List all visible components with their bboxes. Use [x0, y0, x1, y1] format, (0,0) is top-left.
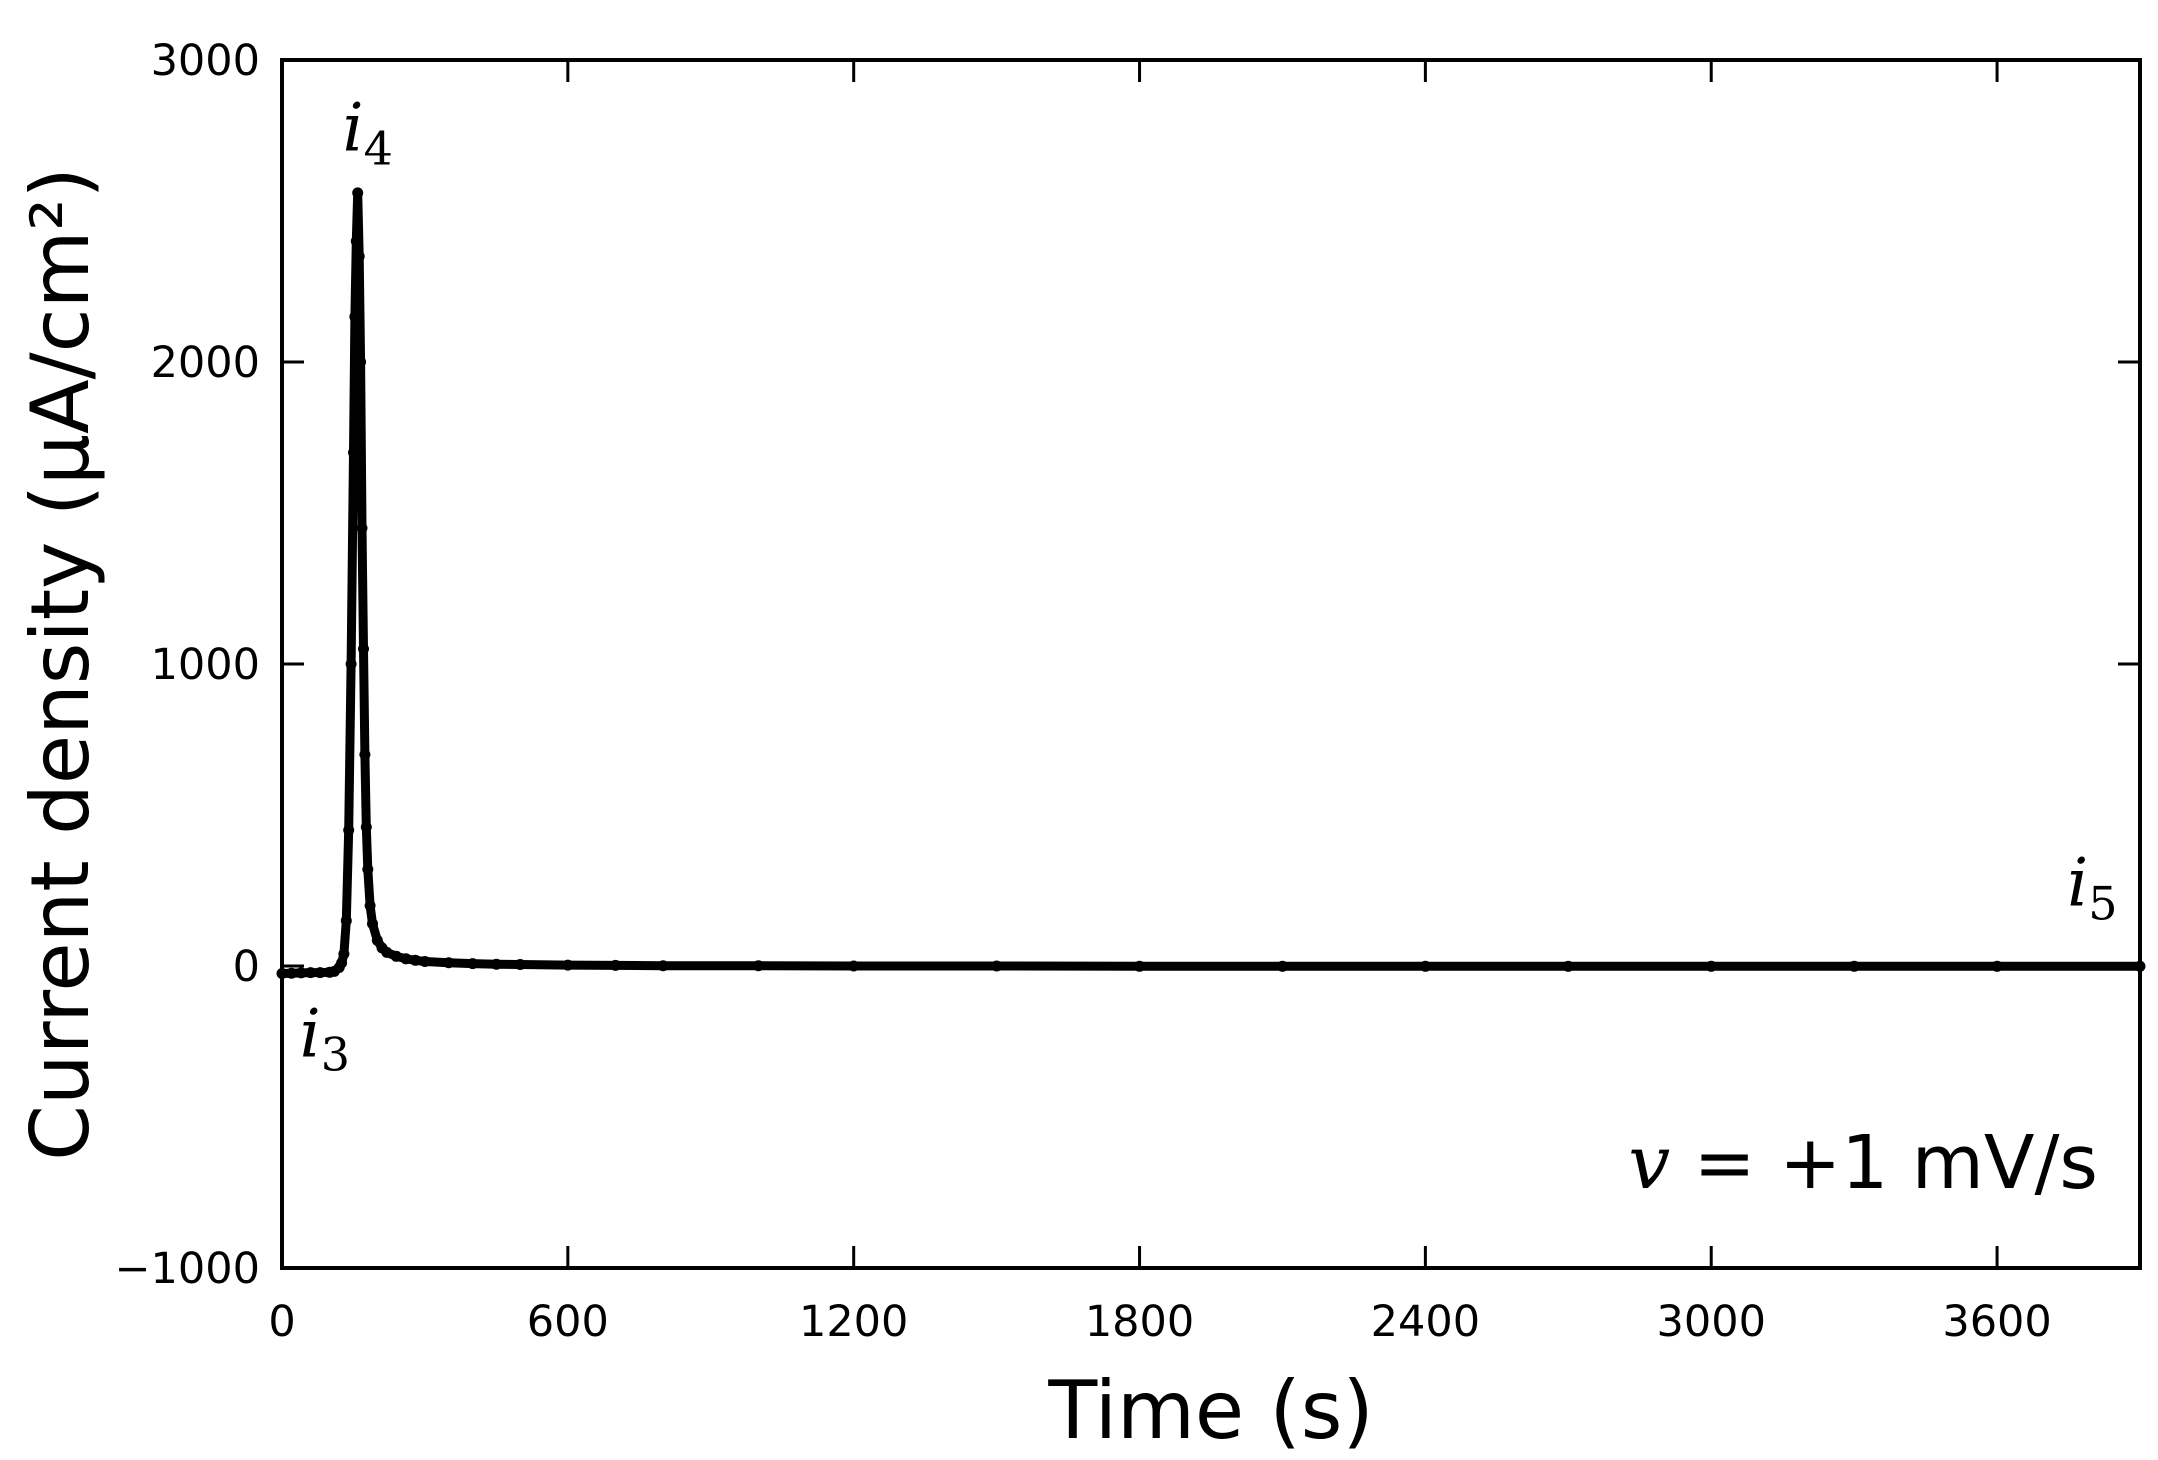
annotation-label: i3 [300, 996, 350, 1082]
data-point [1991, 960, 2003, 972]
data-point [381, 946, 393, 958]
data-point [1848, 960, 1860, 972]
y-tick-label: 0 [233, 942, 260, 992]
y-tick-label: 1000 [151, 640, 260, 690]
annotation-base: i [343, 90, 364, 167]
data-point [443, 957, 455, 969]
rate-text: = +1 mV/s [1670, 1120, 2098, 1206]
data-point [353, 250, 365, 262]
tick-labels: 0 600 1200 1800 2400 3000 3600−100001000200030… [115, 36, 2052, 1347]
data-marks [276, 187, 2146, 979]
data-point [350, 235, 362, 247]
data-point [358, 643, 369, 655]
annotation-subscript: 3 [321, 1028, 350, 1082]
annotation-label: i5 [2067, 845, 2117, 931]
data-point [352, 187, 364, 199]
data-point [467, 958, 479, 970]
data-point [340, 915, 352, 927]
annotation-base: i [300, 996, 321, 1073]
x-tick-label: 1200 [799, 1297, 908, 1347]
x-tick-label: 1800 [1085, 1297, 1194, 1347]
data-point [348, 447, 359, 459]
annotation-subscript: 5 [2088, 877, 2117, 931]
data-point [409, 954, 421, 966]
data-point [338, 948, 350, 960]
data-point [349, 311, 361, 323]
plot-frame [280, 58, 2142, 1270]
data-point [1705, 960, 1717, 972]
x-axis-title: Time (s) [1047, 1364, 1373, 1455]
data-point [1562, 960, 1574, 972]
data-point [1277, 960, 1288, 972]
annotation-base: i [2067, 845, 2088, 922]
y-tick-label: 3000 [151, 36, 260, 86]
y-tick-label: −1000 [115, 1244, 260, 1294]
y-tick-label: 2000 [151, 338, 260, 388]
y-axis-title: Current density (μA/cm²) [14, 167, 107, 1161]
data-point [364, 900, 376, 912]
scan-rate-label: v = +1 mV/s [1628, 1120, 2098, 1206]
data-point [314, 967, 326, 979]
data-point [336, 957, 348, 969]
x-tick-label: 0 [268, 1297, 295, 1347]
rate-symbol: v [1628, 1120, 1670, 1206]
data-point [657, 960, 669, 972]
data-point [400, 953, 412, 965]
data-point [991, 960, 1003, 972]
data-point [752, 960, 764, 972]
data-point [419, 956, 431, 967]
data-point [610, 959, 621, 971]
data-point [356, 522, 368, 534]
data-point [286, 967, 297, 979]
data-point [305, 967, 317, 979]
data-point [367, 918, 378, 930]
data-point [345, 658, 357, 670]
data-point [490, 958, 502, 970]
data-point [562, 959, 574, 971]
data-point [362, 863, 374, 875]
data-point [343, 824, 355, 836]
series-line [277, 188, 2145, 978]
data-point [390, 950, 402, 962]
data-point [514, 959, 526, 970]
data-point [355, 356, 367, 368]
data-point [1419, 960, 1431, 972]
x-tick-label: 3600 [1942, 1297, 2051, 1347]
data-point [848, 960, 860, 972]
x-tick-label: 600 [527, 1297, 609, 1347]
data-point [360, 821, 372, 833]
x-tick-label: 2400 [1371, 1297, 1480, 1347]
axis-ticks [280, 58, 2140, 1270]
data-point [359, 749, 371, 761]
data-point [295, 967, 307, 979]
x-tick-label: 3000 [1657, 1297, 1766, 1347]
annotation-label: i4 [343, 90, 393, 176]
data-point [1134, 960, 1145, 972]
annotation-subscript: 4 [364, 122, 393, 176]
